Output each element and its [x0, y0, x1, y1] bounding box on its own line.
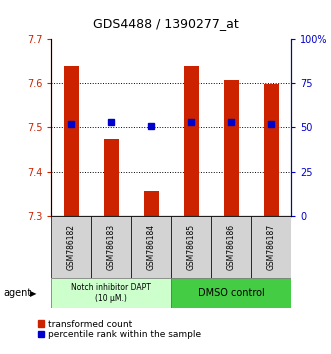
Bar [64, 67, 79, 216]
Bar [91, 216, 131, 278]
Bar [51, 278, 171, 308]
Bar [224, 80, 239, 216]
Text: GSM786182: GSM786182 [67, 224, 76, 270]
Bar [131, 216, 171, 278]
Bar [144, 191, 159, 216]
Bar [184, 67, 199, 216]
Text: agent: agent [3, 288, 31, 298]
Text: Notch inhibitor DAPT
(10 μM.): Notch inhibitor DAPT (10 μM.) [71, 283, 151, 303]
Bar [104, 139, 119, 216]
Text: GSM786187: GSM786187 [267, 224, 276, 270]
Bar [251, 216, 291, 278]
Text: DMSO control: DMSO control [198, 288, 265, 298]
Text: GSM786186: GSM786186 [227, 224, 236, 270]
Text: GSM786184: GSM786184 [147, 224, 156, 270]
Text: ▶: ▶ [30, 289, 36, 298]
Text: GDS4488 / 1390277_at: GDS4488 / 1390277_at [93, 17, 238, 30]
Bar [211, 216, 251, 278]
Bar [171, 216, 211, 278]
Legend: transformed count, percentile rank within the sample: transformed count, percentile rank withi… [38, 320, 202, 339]
Bar [264, 84, 279, 216]
Bar [51, 216, 91, 278]
Text: GSM786183: GSM786183 [107, 224, 116, 270]
Bar [171, 278, 291, 308]
Text: GSM786185: GSM786185 [187, 224, 196, 270]
